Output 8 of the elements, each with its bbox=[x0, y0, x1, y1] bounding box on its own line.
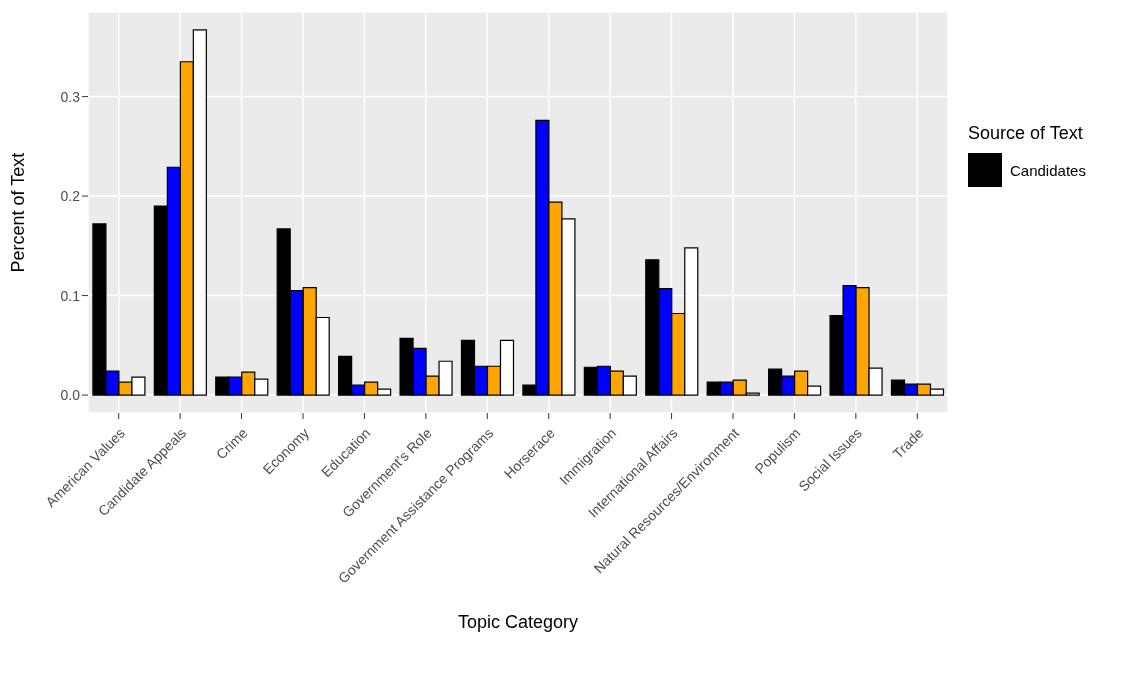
y-tick-label: 0.3 bbox=[60, 88, 81, 105]
y-tick-label: 0.0 bbox=[60, 387, 81, 404]
y-tick-label: 0.2 bbox=[60, 188, 81, 205]
legend-label: Candidates bbox=[1010, 161, 1086, 179]
y-axis-title: Percent of Text bbox=[8, 152, 29, 273]
x-axis-title: Topic Category bbox=[457, 612, 579, 632]
y-tick-label: 0.1 bbox=[60, 287, 81, 304]
legend-title: Source of Text bbox=[968, 123, 1084, 144]
